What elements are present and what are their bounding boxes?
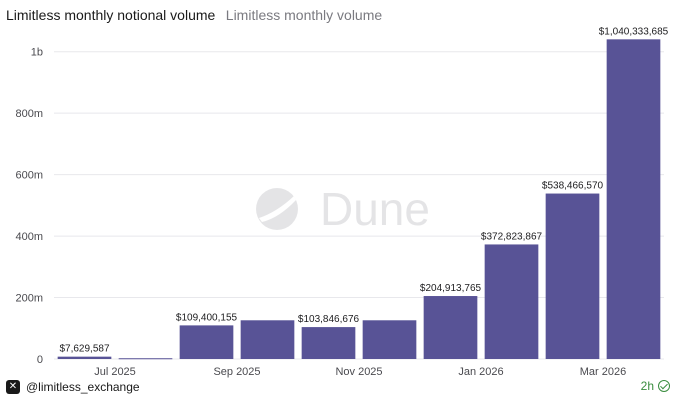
- data-label: $103,846,676: [298, 314, 360, 325]
- bar: [545, 193, 600, 359]
- chart-subtitle: Limitless monthly volume: [225, 7, 383, 23]
- x-tick-label: Jan 2026: [458, 366, 503, 378]
- x-tick-label: Sep 2025: [213, 366, 260, 378]
- check-circle-icon: [658, 380, 670, 392]
- bar: [606, 39, 661, 359]
- bar: [362, 320, 417, 359]
- dune-logo-icon: [256, 188, 298, 230]
- creator-handle[interactable]: @limitless_exchange: [26, 380, 140, 394]
- last-refresh-age: 2h: [640, 379, 654, 393]
- y-tick-label: 200m: [15, 293, 43, 305]
- data-label: $109,400,155: [176, 312, 238, 323]
- y-tick-label: 0: [37, 354, 43, 366]
- bar: [57, 356, 112, 359]
- y-tick-label: 600m: [15, 170, 43, 182]
- data-label: $538,466,570: [542, 181, 604, 192]
- bars: [57, 39, 661, 360]
- y-tick-label: 400m: [15, 231, 43, 243]
- y-tick-label: 1b: [31, 47, 43, 59]
- x-tick-label: Mar 2026: [580, 366, 626, 378]
- bar: [179, 325, 234, 359]
- data-label: $372,823,867: [481, 231, 543, 242]
- data-label: $1,040,333,685: [599, 26, 669, 37]
- refresh-status: 2h: [641, 379, 670, 393]
- bar: [240, 320, 295, 359]
- data-label: $204,913,765: [420, 283, 482, 294]
- bar: [484, 244, 539, 359]
- bar: [118, 358, 173, 360]
- y-tick-label: 800m: [15, 108, 43, 120]
- bar: [301, 327, 356, 359]
- chart-header: Limitless monthly notional volume Limitl…: [6, 7, 382, 25]
- bar: [423, 296, 478, 359]
- chart-title: Limitless monthly notional volume: [6, 7, 216, 23]
- x-axis: Jul 2025 Sep 2025 Nov 2025 Jan 2026 Mar 2026: [94, 366, 626, 378]
- watermark-text: Dune: [320, 183, 430, 235]
- x-tick-label: Nov 2025: [335, 366, 382, 378]
- y-axis: 0 200m 400m 600m 800m 1b: [15, 47, 43, 366]
- watermark: Dune: [256, 183, 430, 235]
- data-label: $7,629,587: [59, 344, 109, 355]
- x-tick-label: Jul 2025: [94, 366, 136, 378]
- data-labels: $7,629,587 $109,400,155 $103,846,676 $204,9…: [59, 26, 668, 354]
- footer: ✕ @limitless_exchange: [6, 379, 140, 395]
- limitless-logo-icon: ✕: [6, 380, 20, 394]
